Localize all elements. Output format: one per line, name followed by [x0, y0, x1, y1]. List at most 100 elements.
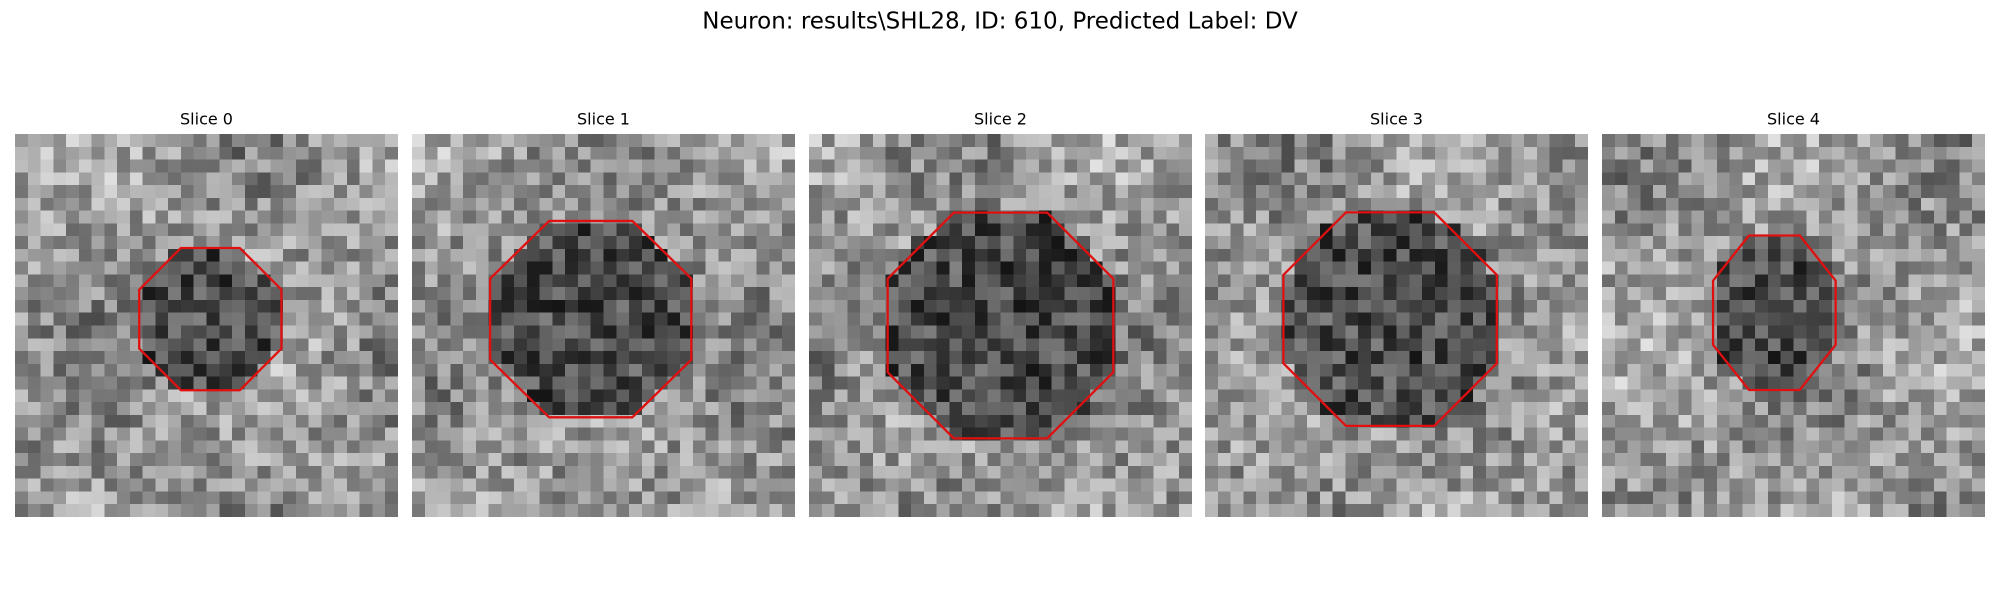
pixel [168, 299, 181, 313]
pixel [847, 299, 861, 313]
pixel [40, 210, 54, 224]
pixel [1089, 414, 1103, 428]
pixel [590, 287, 604, 300]
pixel [1383, 134, 1397, 147]
pixel [129, 299, 143, 313]
pixel [616, 287, 630, 300]
pixel [283, 491, 296, 505]
pixel [463, 351, 476, 364]
pixel [219, 427, 233, 441]
pixel [193, 504, 207, 517]
pixel [743, 325, 757, 339]
pixel [1665, 478, 1679, 492]
pixel [885, 427, 899, 441]
pixel [743, 134, 757, 147]
pixel [450, 299, 464, 313]
pixel [232, 453, 245, 466]
pixel [1026, 504, 1039, 517]
pixel [1345, 325, 1359, 339]
pixel [743, 210, 757, 224]
pixel [987, 210, 1001, 224]
pixel [577, 363, 591, 377]
pixel [1729, 351, 1743, 364]
pixel [385, 427, 398, 441]
pixel [346, 376, 360, 390]
pixel [1959, 223, 1973, 237]
pixel [1026, 427, 1039, 441]
pixel [1857, 504, 1871, 517]
pixel [463, 261, 476, 275]
pixel [475, 287, 489, 300]
pixel [450, 223, 464, 237]
pixel [1460, 363, 1474, 377]
pixel [834, 402, 848, 415]
pixel [1831, 389, 1845, 403]
pixel [1409, 210, 1423, 224]
pixel [1498, 248, 1512, 262]
pixel [577, 172, 591, 186]
pixel [168, 134, 181, 147]
pixel [847, 363, 861, 377]
pixel [1755, 453, 1768, 466]
pixel [1549, 312, 1563, 326]
pixel [577, 351, 591, 364]
pixel [1460, 325, 1474, 339]
pixel [334, 248, 347, 262]
pixel [1562, 363, 1576, 377]
pixel [1140, 376, 1154, 390]
pixel [295, 389, 309, 403]
pixel [577, 159, 591, 173]
pixel [1627, 146, 1641, 160]
pixel [142, 465, 156, 479]
pixel [667, 185, 681, 198]
pixel [488, 248, 502, 262]
pixel [1882, 287, 1896, 300]
pixel [53, 146, 67, 160]
pixel [667, 274, 681, 288]
pixel [743, 414, 757, 428]
pixel [1345, 465, 1359, 479]
pixel [1140, 274, 1154, 288]
pixel [129, 453, 143, 466]
pixel [526, 134, 540, 147]
pixel [193, 312, 207, 326]
pixel [412, 414, 425, 428]
pixel [1230, 159, 1244, 173]
pixel [629, 363, 642, 377]
pixel [1307, 363, 1320, 377]
pixel [1026, 248, 1039, 262]
pixel [1370, 197, 1384, 211]
pixel [1716, 159, 1730, 173]
pixel [1755, 440, 1768, 454]
pixel [1614, 402, 1628, 415]
pixel [1640, 223, 1654, 237]
pixel [219, 363, 233, 377]
pixel [53, 312, 67, 326]
pixel [1742, 351, 1756, 364]
pixel [475, 159, 489, 173]
pixel [577, 491, 591, 505]
pixel [1562, 159, 1576, 173]
pixel [692, 376, 706, 390]
pixel [501, 287, 515, 300]
pixel [1038, 223, 1052, 237]
pixel [1678, 491, 1692, 505]
pixel [1921, 223, 1934, 237]
pixel [885, 236, 899, 249]
pixel [1089, 159, 1103, 173]
pixel [1256, 248, 1269, 262]
pixel [1051, 465, 1065, 479]
pixel [1602, 172, 1615, 186]
pixel [501, 185, 515, 198]
pixel [782, 274, 795, 288]
pixel [680, 210, 693, 224]
pixel [1115, 453, 1129, 466]
pixel [1396, 325, 1410, 339]
pixel [180, 299, 194, 313]
pixel [1844, 146, 1858, 160]
pixel [1281, 134, 1295, 147]
pixel [629, 453, 642, 466]
pixel [641, 287, 655, 300]
pixel [1857, 261, 1871, 275]
pixel [949, 478, 963, 492]
